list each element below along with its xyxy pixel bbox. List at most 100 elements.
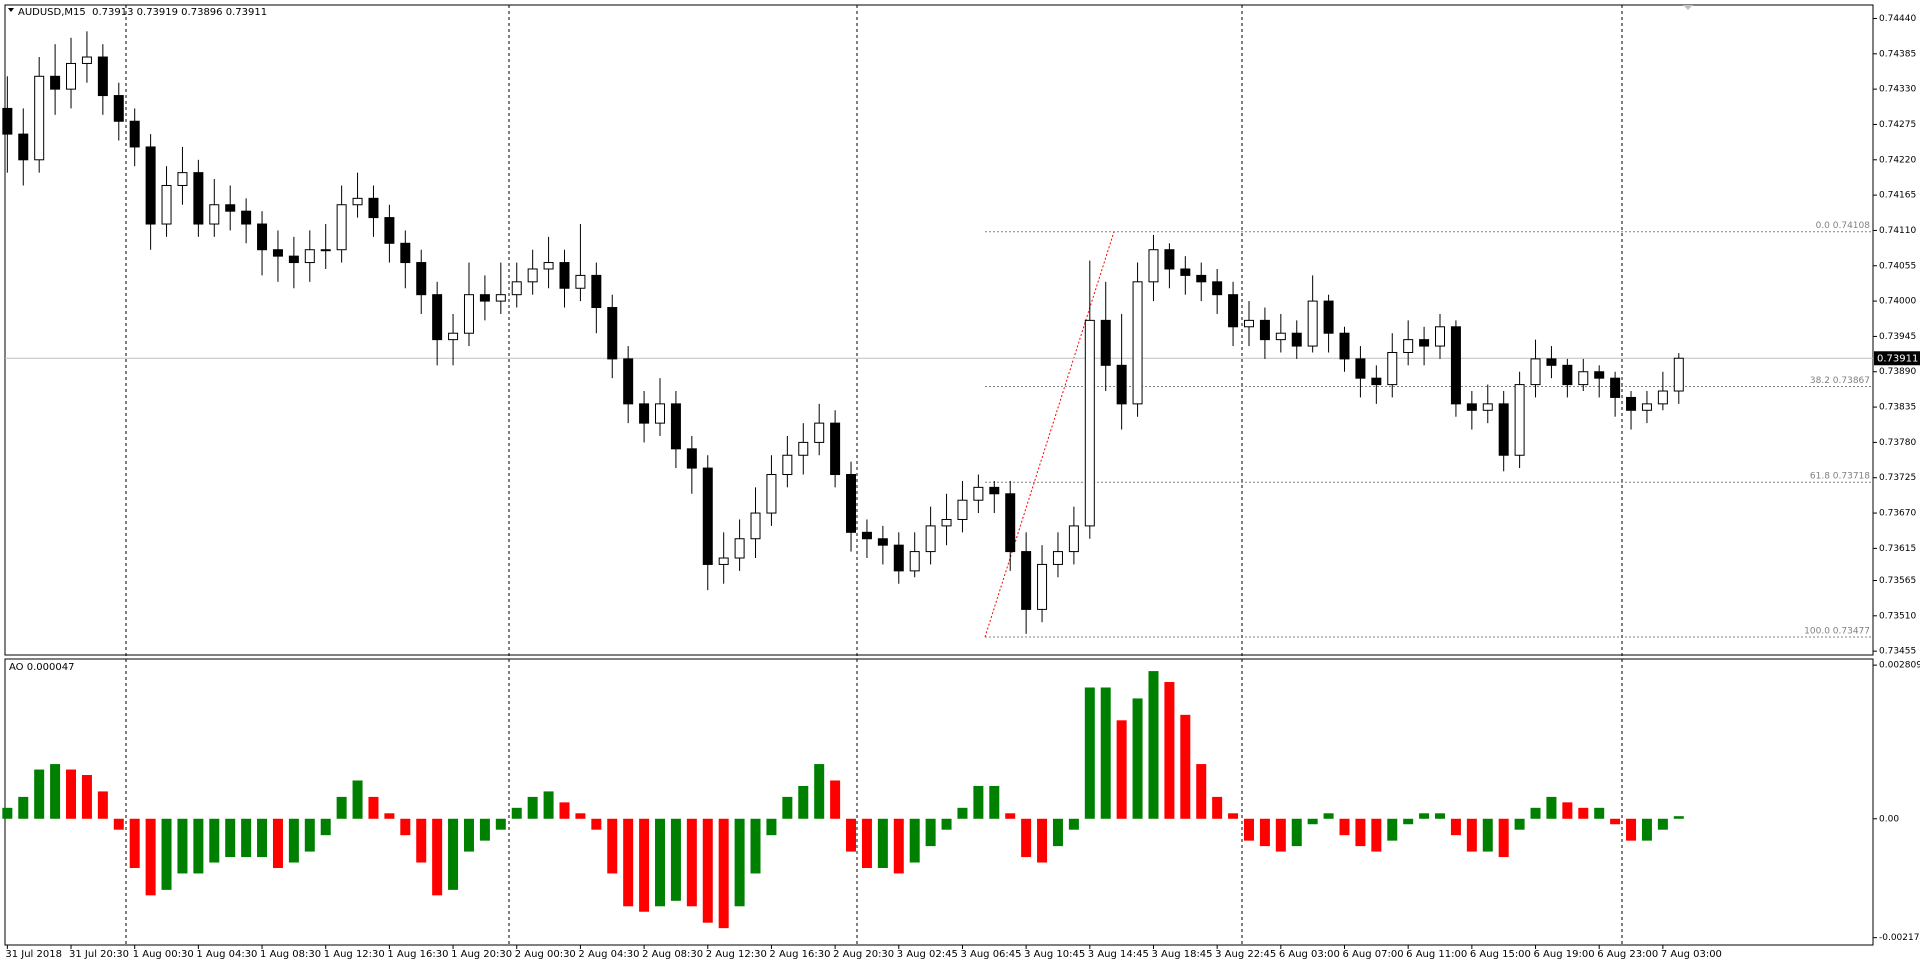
y-tick-label: 0.74220 bbox=[1879, 155, 1916, 165]
candle-body bbox=[527, 268, 538, 283]
candle-body bbox=[1323, 300, 1334, 334]
ao-bar bbox=[416, 818, 427, 863]
candle-body bbox=[50, 75, 61, 90]
ao-bar bbox=[623, 818, 634, 907]
ao-bar bbox=[1530, 807, 1541, 819]
candle-body bbox=[495, 294, 506, 302]
candle-body bbox=[655, 403, 666, 424]
candle-body bbox=[1482, 403, 1493, 411]
ao-bar bbox=[1180, 714, 1191, 819]
y-tick-label: 0.74165 bbox=[1879, 191, 1916, 201]
candle-body bbox=[591, 274, 602, 309]
ao-bar bbox=[400, 818, 411, 836]
candle-body bbox=[1371, 377, 1382, 386]
ao-bar bbox=[479, 818, 490, 841]
ao-bar bbox=[352, 780, 363, 819]
ao-bar bbox=[607, 818, 618, 874]
candle-body bbox=[1546, 358, 1557, 366]
candle-body bbox=[1307, 300, 1318, 347]
y-tick-label: 0.00 bbox=[1879, 814, 1899, 824]
ao-bar bbox=[718, 818, 729, 929]
ao-bar bbox=[161, 818, 172, 890]
candle-body bbox=[846, 474, 857, 533]
candle-body bbox=[575, 274, 586, 289]
candle-body bbox=[639, 403, 650, 424]
ao-bar bbox=[1371, 818, 1382, 852]
candle-body bbox=[1387, 351, 1398, 386]
candle-body bbox=[1052, 551, 1063, 565]
y-tick-label: 0.74000 bbox=[1879, 297, 1916, 307]
candle-body bbox=[1673, 357, 1684, 392]
y-tick-label: 0.73455 bbox=[1879, 647, 1916, 657]
x-tick-label: 6 Aug 03:00 bbox=[1279, 949, 1340, 960]
candle-body bbox=[66, 62, 77, 90]
x-tick-label: 1 Aug 16:30 bbox=[387, 949, 448, 960]
ao-bar bbox=[1037, 818, 1048, 863]
y-tick-label: 0.73565 bbox=[1879, 576, 1916, 586]
candle-body bbox=[336, 204, 347, 251]
x-tick-label: 1 Aug 20:30 bbox=[451, 949, 512, 960]
x-tick-label: 2 Aug 12:30 bbox=[706, 949, 767, 960]
ao-bar bbox=[97, 791, 108, 819]
candle-body bbox=[400, 242, 411, 264]
ao-bar bbox=[34, 769, 45, 819]
ao-bar bbox=[1641, 818, 1652, 841]
x-tick-label: 6 Aug 15:00 bbox=[1470, 949, 1531, 960]
ao-bar bbox=[782, 796, 793, 819]
ao-bar bbox=[1419, 813, 1430, 819]
ao-bar bbox=[734, 818, 745, 907]
ao-bar bbox=[1259, 818, 1270, 847]
fib-label: 61.8 0.73718 bbox=[1810, 472, 1870, 482]
ao-bar bbox=[495, 818, 506, 830]
x-tick-label: 1 Aug 12:30 bbox=[324, 949, 385, 960]
ao-bar bbox=[241, 818, 252, 858]
y-tick-label: 0.73835 bbox=[1879, 403, 1916, 413]
ao-bar bbox=[1578, 807, 1589, 819]
ao-bar bbox=[1673, 816, 1684, 819]
ao-bar bbox=[1323, 813, 1334, 819]
ao-bar bbox=[1164, 682, 1175, 819]
y-tick-label: 0.74385 bbox=[1879, 49, 1916, 59]
ao-bar bbox=[1498, 818, 1509, 858]
x-tick-label: 6 Aug 23:00 bbox=[1597, 949, 1658, 960]
candle-body bbox=[416, 262, 427, 296]
ao-bar bbox=[336, 796, 347, 819]
ao-bar bbox=[384, 813, 395, 819]
ao-bar bbox=[702, 818, 713, 923]
x-tick-label: 31 Jul 2018 bbox=[5, 949, 62, 960]
candle-body bbox=[463, 294, 474, 334]
candle-body bbox=[432, 294, 443, 341]
ao-bar bbox=[463, 818, 474, 852]
y-tick-label: 0.73780 bbox=[1879, 438, 1916, 448]
ao-bar bbox=[193, 818, 204, 874]
candle-body bbox=[225, 204, 236, 212]
ao-bar bbox=[830, 780, 841, 819]
ao-bar bbox=[1355, 818, 1366, 847]
ao-bar bbox=[145, 818, 156, 896]
ao-bar bbox=[129, 818, 140, 868]
ao-bar bbox=[543, 791, 554, 819]
ao-bar bbox=[1562, 802, 1573, 819]
candle-body bbox=[97, 56, 108, 97]
ao-bar bbox=[973, 785, 984, 819]
ao-bar bbox=[1212, 796, 1223, 819]
ao-bar bbox=[1100, 687, 1111, 819]
y-tick-label: 0.74440 bbox=[1879, 14, 1916, 24]
y-tick-label: 0.74055 bbox=[1879, 261, 1916, 271]
candle-body bbox=[1594, 371, 1605, 379]
ao-bar bbox=[941, 818, 952, 830]
ao-bar bbox=[177, 818, 188, 874]
ao-bar bbox=[225, 818, 236, 858]
ao-bar bbox=[893, 818, 904, 874]
menu-arrow[interactable] bbox=[8, 8, 14, 12]
x-tick-label: 3 Aug 02:45 bbox=[897, 949, 958, 960]
candle-body bbox=[1068, 525, 1079, 553]
x-tick-label: 2 Aug 20:30 bbox=[833, 949, 894, 960]
ao-bar bbox=[368, 796, 379, 819]
candle-body bbox=[782, 454, 793, 476]
candle-body bbox=[448, 332, 459, 341]
ao-bar bbox=[686, 818, 697, 907]
y-tick-label: 0.73945 bbox=[1879, 332, 1916, 342]
fib-label: 38.2 0.73867 bbox=[1810, 376, 1870, 386]
candle-body bbox=[750, 512, 761, 540]
